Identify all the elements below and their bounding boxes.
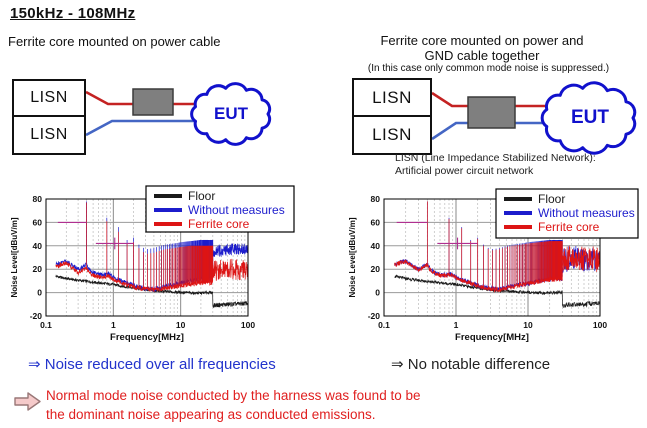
svg-text:20: 20 (33, 264, 43, 274)
svg-text:60: 60 (371, 217, 381, 227)
svg-text:0.1: 0.1 (378, 320, 390, 330)
chart-series-floor (55, 274, 249, 308)
chart-series-ferrite-core (55, 202, 249, 293)
svg-text:80: 80 (371, 194, 381, 204)
svg-text:20: 20 (371, 264, 381, 274)
finding-line2: the dominant noise appearing as conducte… (46, 407, 376, 422)
legend-label: Ferrite core (538, 220, 600, 234)
noise-chart-right: 80 60 40 20 0 -200.1 1 10 100 Frequency[MHz] Noise… (348, 188, 639, 342)
eut-cloud (540, 81, 637, 155)
right-panel-note: (In this case only common mode noise is … (367, 63, 610, 74)
svg-text:40: 40 (33, 241, 43, 251)
axis-tick-labels: 80 60 40 20 0 -200.1 1 10 100 (30, 194, 256, 330)
lisn-box-right-top: LISN (352, 78, 432, 117)
page-title: 150kHz - 108MHz (10, 5, 136, 22)
y-axis-label: Noise Level[dBuV/m] (10, 217, 19, 297)
lisn-label: LISN (30, 126, 68, 143)
svg-text:0.1: 0.1 (40, 320, 52, 330)
svg-text:100: 100 (593, 320, 607, 330)
lisn-label: LISN (372, 125, 412, 144)
svg-text:60: 60 (33, 217, 43, 227)
lisn-box-right-bottom: LISN (352, 115, 432, 155)
svg-text:1: 1 (111, 320, 116, 330)
eut-label-right: EUT (571, 107, 609, 128)
finding-text: Normal mode noise conducted by the harne… (46, 386, 420, 424)
left-panel-heading: Ferrite core mounted on power cable (8, 34, 221, 49)
right-panel-heading: Ferrite core mounted on power and GND ca… (337, 33, 627, 63)
legend-label: Without measures (538, 206, 635, 220)
legend-label: Floor (538, 192, 565, 206)
x-axis-label: Frequency[MHz] (110, 332, 184, 342)
svg-text:10: 10 (176, 320, 186, 330)
eut-label-left: EUT (214, 104, 248, 123)
lisn-caption-line2: Artificial power circuit network (395, 165, 534, 177)
svg-text:0: 0 (375, 288, 380, 298)
svg-text:10: 10 (523, 320, 533, 330)
noise-chart-left: 80 60 40 20 0 -200.1 1 10 100 Frequency[MHz] Noise… (10, 185, 295, 342)
ferrite-core (132, 88, 174, 116)
chart-series-ferrite-core (394, 201, 601, 293)
block-arrow-icon (14, 392, 41, 411)
legend-label: Ferrite core (188, 217, 250, 231)
svg-text:-20: -20 (368, 311, 381, 321)
svg-text:-20: -20 (30, 311, 43, 321)
finding-line1: Normal mode noise conducted by the harne… (46, 388, 421, 403)
conclusion-right: ⇒ No notable difference (391, 356, 551, 373)
eut-cloud (190, 82, 272, 146)
lisn-label: LISN (372, 87, 412, 107)
right-heading-line1: Ferrite core mounted on power and (380, 33, 584, 48)
power-wire (431, 91, 590, 108)
axis-tick-labels: 80 60 40 20 0 -200.1 1 10 100 (368, 194, 608, 330)
ferrite-core (467, 96, 516, 129)
legend-label: Floor (188, 189, 215, 203)
right-heading-line2: GND cable together (424, 48, 540, 63)
lisn-box-left-bottom: LISN (12, 115, 86, 155)
svg-text:100: 100 (241, 320, 255, 330)
x-axis-label: Frequency[MHz] (455, 332, 529, 342)
plot-border (383, 198, 601, 317)
legend-label: Without measures (188, 203, 285, 217)
chart-marker-lines (57, 221, 134, 250)
diagram-right (431, 81, 637, 155)
svg-text:1: 1 (454, 320, 459, 330)
conclusion-left: ⇒ Noise reduced over all frequencies (28, 356, 276, 373)
svg-text:0: 0 (37, 288, 42, 298)
chart-marker-lines (396, 221, 478, 250)
svg-text:80: 80 (33, 194, 43, 204)
lisn-label: LISN (30, 89, 68, 106)
lisn-box-left-top: LISN (12, 79, 86, 117)
svg-text:40: 40 (371, 241, 381, 251)
y-axis-label: Noise Level[dBuV/m] (348, 217, 357, 297)
lisn-caption-line1: LISN (Line Impedance Stabilized Network)… (395, 152, 596, 164)
diagram-left (85, 82, 272, 146)
lisn-caption: LISN (Line Impedance Stabilized Network)… (395, 152, 596, 178)
